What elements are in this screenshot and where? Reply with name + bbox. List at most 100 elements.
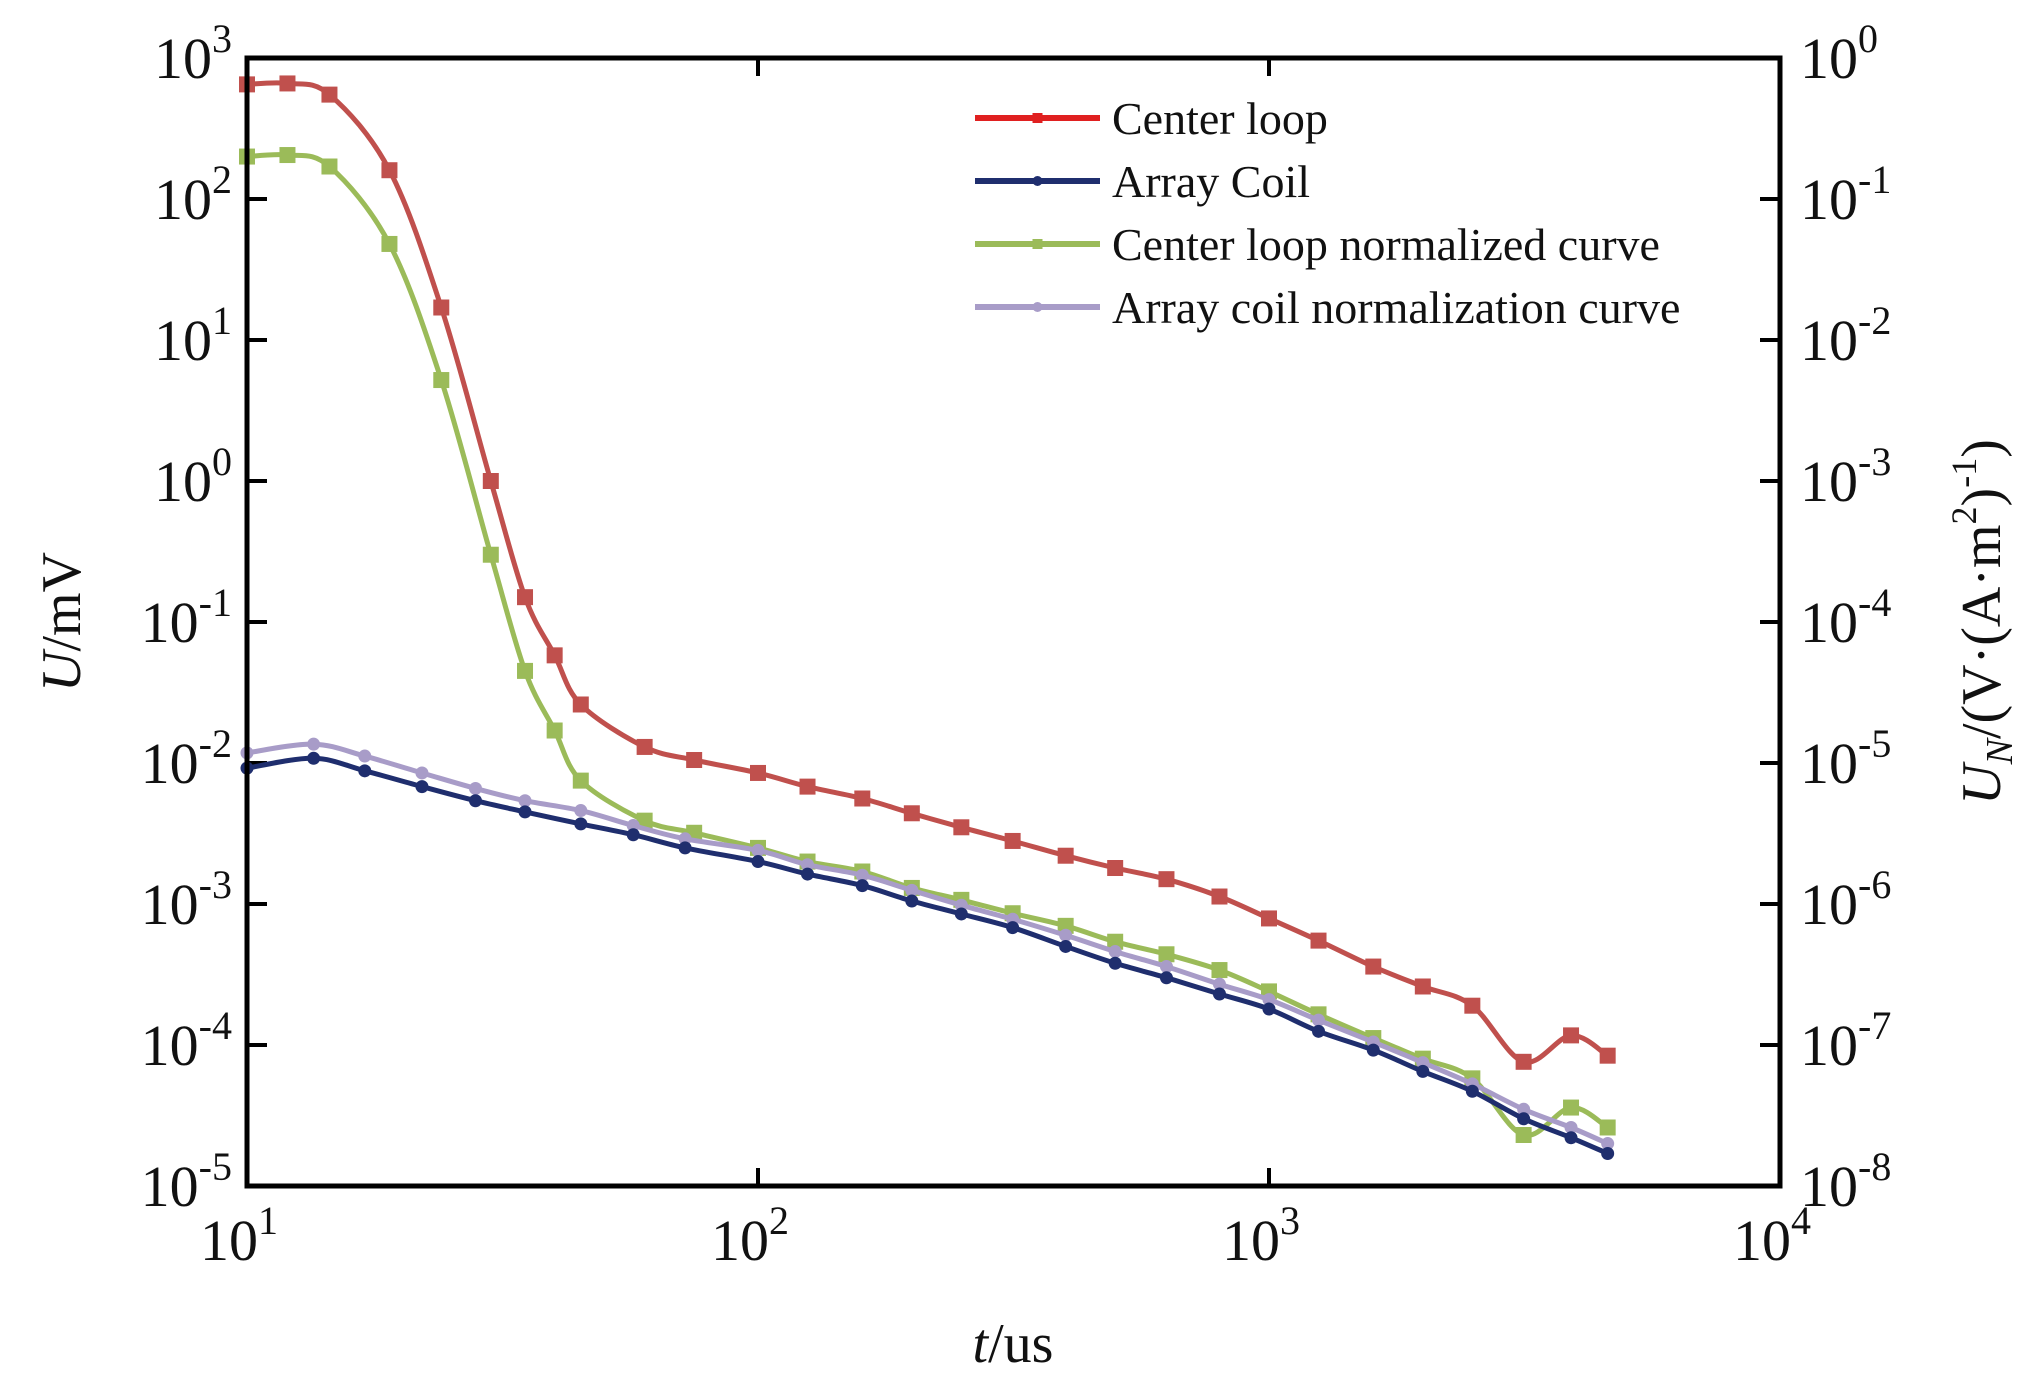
- data-point: [1262, 1002, 1276, 1016]
- data-point: [751, 855, 765, 869]
- data-point: [321, 158, 338, 175]
- data-point: [1212, 987, 1226, 1001]
- legend-swatch-marker: [1032, 113, 1043, 123]
- y-tick-label: 10-4: [141, 1003, 232, 1078]
- data-point: [1312, 1013, 1326, 1027]
- y2-tick-label: 10-4: [1800, 580, 1891, 655]
- data-point: [546, 722, 563, 739]
- data-point: [905, 894, 919, 908]
- legend-item: Center loop: [975, 93, 1328, 144]
- legend-item: Array Coil: [975, 156, 1310, 207]
- data-point: [1108, 945, 1122, 959]
- legend-item: Array coil normalization curve: [975, 282, 1680, 333]
- data-point: [1564, 1120, 1578, 1134]
- data-point: [517, 662, 534, 679]
- data-point: [1107, 933, 1124, 950]
- data-point: [1004, 832, 1021, 849]
- y-tick-label: 103: [154, 16, 232, 91]
- data-point: [1365, 958, 1382, 975]
- y-tick-label: 10-2: [141, 721, 232, 796]
- data-point: [358, 764, 372, 778]
- data-point: [1601, 1147, 1615, 1161]
- data-point: [1414, 978, 1431, 995]
- x-tick-label: 102: [711, 1198, 789, 1273]
- y2-tick-label: 10-8: [1800, 1144, 1891, 1219]
- y2-tick-label: 10-1: [1800, 157, 1891, 232]
- data-point: [482, 473, 499, 489]
- data-point: [381, 162, 398, 179]
- data-point: [1159, 971, 1173, 985]
- data-point: [1212, 977, 1226, 991]
- data-point: [678, 832, 692, 846]
- y-tick-label: 101: [154, 298, 232, 373]
- y-tick-label: 102: [154, 157, 232, 232]
- data-point: [1312, 1024, 1326, 1038]
- data-point: [1006, 921, 1020, 935]
- data-point: [468, 794, 482, 808]
- data-point: [636, 738, 653, 755]
- data-point: [381, 235, 398, 252]
- data-point: [801, 867, 815, 881]
- data-point: [307, 751, 321, 765]
- data-point: [1464, 997, 1481, 1014]
- data-point: [433, 299, 450, 316]
- data-point: [1601, 1137, 1615, 1151]
- data-point: [518, 805, 532, 819]
- data-point: [572, 696, 589, 713]
- data-point: [482, 546, 499, 563]
- data-point: [307, 737, 321, 751]
- data-point: [1158, 871, 1175, 888]
- data-point: [1517, 1112, 1531, 1126]
- data-point: [801, 858, 815, 872]
- data-point: [1261, 910, 1277, 927]
- x-tick-label: 101: [200, 1198, 278, 1273]
- legend-swatch-marker: [1032, 302, 1043, 312]
- data-point: [1515, 1126, 1532, 1143]
- y-tick-label: 100: [154, 439, 232, 514]
- data-point: [1159, 960, 1173, 974]
- data-point: [574, 817, 588, 831]
- data-point: [321, 86, 338, 103]
- data-point: [855, 868, 869, 882]
- series-array-coil-normalization-curve: [240, 737, 1615, 1151]
- data-point: [1057, 917, 1074, 934]
- data-point: [468, 781, 482, 795]
- data-point: [279, 75, 296, 92]
- data-point: [1515, 1053, 1532, 1070]
- tick-labels: 101 102 103 10410-510-410-310-210-110010110…: [141, 16, 1892, 1273]
- series-layer: [239, 75, 1616, 1161]
- legend-label: Array Coil: [1112, 156, 1310, 207]
- data-point: [1057, 847, 1074, 864]
- data-point: [1059, 928, 1073, 942]
- y2-tick-label: 10-3: [1800, 439, 1891, 514]
- x-tick-label: 104: [1733, 1198, 1811, 1273]
- x-tick-label: 103: [1222, 1198, 1300, 1273]
- data-point: [1310, 932, 1327, 949]
- data-point: [572, 772, 589, 789]
- data-point: [626, 819, 640, 833]
- data-point: [415, 780, 429, 794]
- data-point: [954, 907, 968, 921]
- data-point: [1366, 1043, 1380, 1057]
- legend-label: Array coil normalization curve: [1112, 282, 1680, 333]
- data-point: [799, 778, 816, 795]
- data-point: [1465, 1084, 1479, 1098]
- series-array-coil: [240, 751, 1615, 1161]
- data-point: [279, 147, 296, 164]
- data-point: [1211, 888, 1228, 905]
- data-point: [953, 819, 970, 836]
- data-point: [1564, 1131, 1578, 1145]
- y2-axis-title: UN/(V·(A·m2)-1): [1944, 439, 2021, 805]
- data-point: [686, 752, 703, 769]
- y2-tick-label: 10-6: [1800, 862, 1891, 937]
- legend: Center loop Array Coil Center loop normali…: [975, 93, 1680, 333]
- y2-tick-label: 10-7: [1800, 1003, 1891, 1078]
- data-point: [518, 794, 532, 808]
- data-point: [1563, 1099, 1580, 1116]
- data-point: [1107, 860, 1124, 877]
- data-point: [636, 812, 653, 829]
- data-point: [678, 841, 692, 855]
- legend-swatch-marker: [1032, 239, 1043, 249]
- plot-frame: [244, 55, 1783, 1189]
